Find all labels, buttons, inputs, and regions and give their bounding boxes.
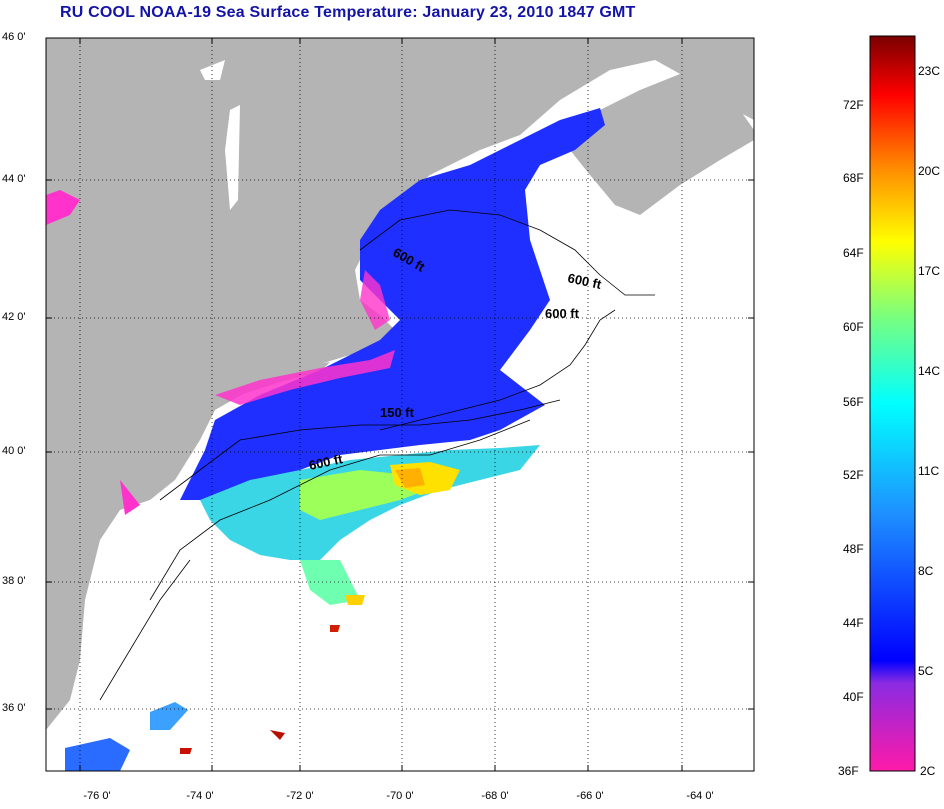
colorbar-c-label: 2C (920, 764, 936, 778)
colorbar-c-label: 11C (918, 464, 940, 478)
sst-pink-coastal (215, 350, 395, 405)
lat-label: 40 0' (2, 445, 26, 457)
map-title: RU COOL NOAA-19 Sea Surface Temperature:… (60, 4, 636, 21)
colorbar-f-label: 60F (843, 320, 864, 334)
lat-label: 36 0' (2, 702, 26, 714)
isobath-lines (99, 209, 655, 701)
colorbar-f-label: 64F (843, 246, 864, 260)
map-frame (45, 37, 755, 772)
isobath-label: 600 ft (308, 451, 345, 473)
lon-label: -66 0' (576, 790, 604, 802)
colorbar-c-label: 23C (918, 64, 941, 78)
isobath-label: 600 ft (566, 270, 603, 292)
colorbar-f-label: 72F (843, 98, 864, 112)
lon-label: -68 0' (481, 790, 509, 802)
colorbar-f-label: 56F (843, 395, 864, 409)
lon-label: -70 0' (386, 790, 414, 802)
land-us (46, 38, 754, 730)
land-nova-scotia (560, 70, 754, 215)
colorbar-c-label: 20C (918, 164, 941, 178)
colorbar-f-label: 40F (843, 690, 864, 704)
colorbar-c-label: 14C (918, 364, 941, 378)
lon-label: -64 0' (686, 790, 714, 802)
colorbar-c-label: 8C (918, 564, 934, 578)
lat-label: 42 0' (2, 311, 26, 323)
lat-label: 44 0' (2, 173, 26, 185)
colorbar-f-label: 68F (843, 171, 864, 185)
isobath-label: 600 ft (545, 306, 580, 321)
lat-label: 46 0' (2, 31, 26, 43)
colorbar-f-label: 48F (843, 542, 864, 556)
lon-label: -76 0' (83, 790, 111, 802)
sst-cold-region (180, 108, 605, 500)
lon-label: -72 0' (286, 790, 314, 802)
colorbar-c-label: 17C (918, 264, 941, 278)
colorbar-f-label: 44F (843, 616, 864, 630)
colorbar-f-label: 52F (843, 468, 864, 482)
colorbar-f-label: 36F (838, 764, 859, 778)
lon-label: -74 0' (186, 790, 214, 802)
colorbar (869, 35, 916, 772)
isobath-label: 150 ft (380, 405, 415, 420)
colorbar-c-label: 5C (918, 664, 934, 678)
lat-label: 38 0' (2, 575, 26, 587)
